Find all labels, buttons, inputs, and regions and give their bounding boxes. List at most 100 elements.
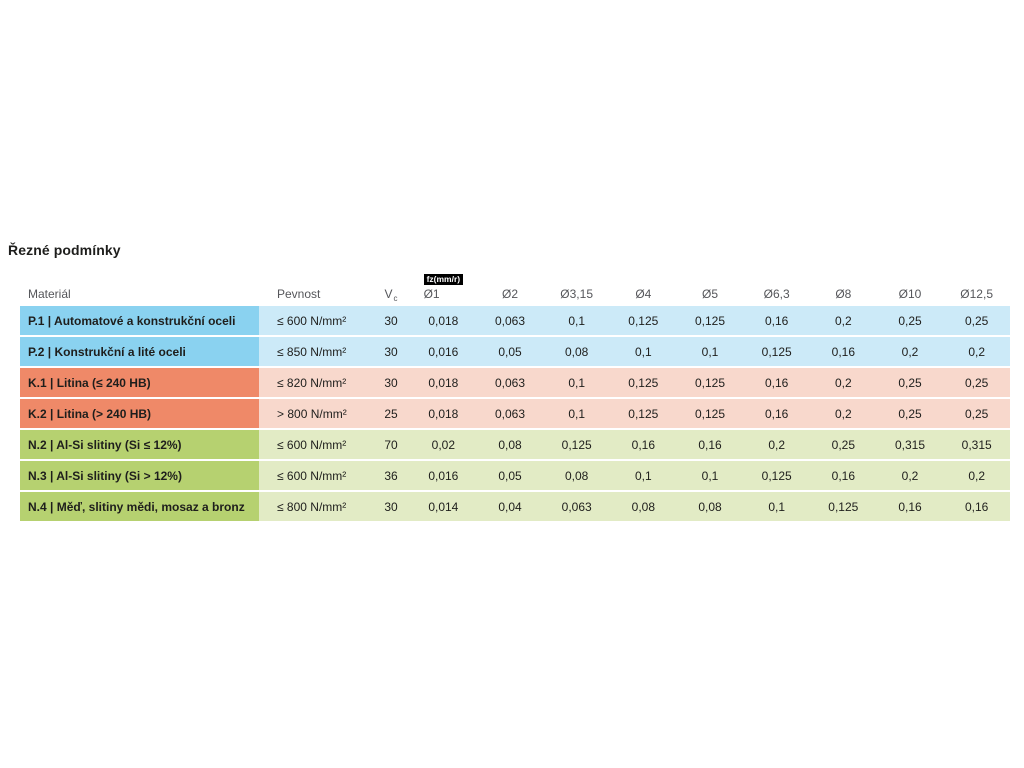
feed-value-cell: 0,16 (831, 468, 855, 483)
column-header-strength: Pevnost (277, 287, 321, 301)
column-header-diameter: Ø4 (635, 287, 652, 301)
fz-unit-badge: fz(mm/r) (423, 273, 464, 285)
material-cell: N.4 | Měď, slitiny mědi, mosaz a bronz (20, 492, 259, 521)
vc-label: V (384, 287, 393, 301)
column-header-diameter: Ø12,5 (960, 287, 993, 301)
feed-value-cell: 0,125 (628, 313, 659, 328)
feed-value-cell: 0,25 (898, 313, 922, 328)
table-body: P.1 | Automatové a konstrukční oceli ≤ 6… (20, 306, 1010, 521)
strength-cell: ≤ 850 N/mm² (277, 344, 347, 359)
feed-value-cell: 0,25 (898, 375, 922, 390)
feed-value-cell: 0,125 (828, 499, 859, 514)
vc-subscript: c (393, 294, 398, 303)
table-row: P.2 | Konstrukční a lité oceli ≤ 850 N/m… (20, 337, 1010, 366)
vc-cell: 30 (384, 375, 398, 390)
feed-value-cell: 0,16 (898, 499, 922, 514)
feed-value-cell: 0,2 (834, 406, 852, 421)
material-cell: P.1 | Automatové a konstrukční oceli (20, 306, 259, 335)
feed-value-cell: 0,1 (634, 344, 652, 359)
column-header-diameter: Ø6,3 (763, 287, 790, 301)
feed-value-cell: 0,04 (498, 499, 522, 514)
column-header-diameter: fz(mm/r) Ø1 (410, 268, 477, 306)
table-row: N.3 | Al-Si slitiny (Si > 12%) ≤ 600 N/m… (20, 461, 1010, 490)
feed-value-cell: 0,1 (568, 313, 585, 328)
feed-value-cell: 0,05 (498, 468, 522, 483)
strength-cell: ≤ 800 N/mm² (277, 499, 347, 514)
vc-cell: 25 (384, 406, 398, 421)
feed-value-cell: 0,018 (428, 313, 459, 328)
feed-value-cell: 0,125 (694, 313, 725, 328)
feed-value-cell: 0,014 (428, 499, 459, 514)
feed-value-cell: 0,16 (831, 344, 855, 359)
feed-value-cell: 0,315 (961, 437, 992, 452)
strength-cell: ≤ 600 N/mm² (277, 468, 347, 483)
strength-cell: ≤ 820 N/mm² (277, 375, 347, 390)
feed-value-cell: 0,1 (568, 406, 585, 421)
feed-value-cell: 0,16 (764, 375, 789, 390)
strength-cell: ≤ 600 N/mm² (277, 437, 347, 452)
feed-value-cell: 0,2 (901, 344, 919, 359)
feed-value-cell: 0,08 (564, 468, 589, 483)
feed-value-cell: 0,08 (631, 499, 655, 514)
vc-cell: 30 (384, 499, 398, 514)
table-row: N.2 | Al-Si slitiny (Si ≤ 12%) ≤ 600 N/m… (20, 430, 1010, 459)
feed-value-cell: 0,1 (768, 499, 785, 514)
material-cell: P.2 | Konstrukční a lité oceli (20, 337, 259, 366)
feed-value-cell: 0,05 (498, 344, 522, 359)
column-header-diameter: Ø3,15 (560, 287, 593, 301)
feed-value-cell: 0,25 (964, 313, 989, 328)
table-row: K.2 | Litina (> 240 HB) > 800 N/mm² 25 0… (20, 399, 1010, 428)
feed-value-cell: 0,2 (968, 468, 985, 483)
material-cell: K.1 | Litina (≤ 240 HB) (20, 368, 259, 397)
feed-value-cell: 0,25 (831, 437, 855, 452)
diameter-label: Ø1 (423, 287, 440, 301)
column-header-diameter: Ø5 (701, 287, 718, 301)
feed-value-cell: 0,125 (628, 406, 659, 421)
feed-value-cell: 0,063 (494, 313, 525, 328)
feed-value-cell: 0,08 (698, 499, 722, 514)
feed-value-cell: 0,125 (761, 468, 792, 483)
feed-value-cell: 0,125 (561, 437, 592, 452)
feed-value-cell: 0,125 (694, 375, 725, 390)
table-row: N.4 | Měď, slitiny mědi, mosaz a bronz ≤… (20, 492, 1010, 521)
feed-value-cell: 0,25 (964, 406, 989, 421)
feed-value-cell: 0,315 (894, 437, 925, 452)
feed-value-cell: 0,1 (701, 344, 719, 359)
feed-value-cell: 0,2 (834, 375, 852, 390)
feed-value-cell: 0,063 (494, 375, 525, 390)
feed-value-cell: 0,063 (561, 499, 592, 514)
feed-value-cell: 0,25 (898, 406, 922, 421)
feed-value-cell: 0,125 (694, 406, 725, 421)
feed-value-cell: 0,16 (764, 313, 789, 328)
feed-value-cell: 0,16 (764, 406, 789, 421)
feed-value-cell: 0,2 (901, 468, 919, 483)
feed-value-cell: 0,125 (761, 344, 792, 359)
column-header-material: Materiál (28, 287, 71, 301)
feed-value-cell: 0,16 (964, 499, 989, 514)
feed-value-cell: 0,02 (431, 437, 455, 452)
feed-value-cell: 0,063 (494, 406, 525, 421)
column-header-diameter: Ø10 (898, 287, 922, 301)
table-row: K.1 | Litina (≤ 240 HB) ≤ 820 N/mm² 30 0… (20, 368, 1010, 397)
feed-value-cell: 0,2 (834, 313, 852, 328)
column-header-diameter: Ø2 (501, 287, 518, 301)
vc-cell: 70 (384, 437, 398, 452)
vc-cell: 30 (384, 344, 398, 359)
feed-value-cell: 0,2 (768, 437, 785, 452)
feed-value-cell: 0,1 (568, 375, 585, 390)
vc-cell: 30 (384, 313, 398, 328)
feed-value-cell: 0,08 (564, 344, 589, 359)
material-cell: K.2 | Litina (> 240 HB) (20, 399, 259, 428)
strength-cell: > 800 N/mm² (277, 406, 347, 421)
material-cell: N.3 | Al-Si slitiny (Si > 12%) (20, 461, 259, 490)
feed-value-cell: 0,16 (698, 437, 722, 452)
feed-value-cell: 0,1 (701, 468, 719, 483)
page-title: Řezné podmínky (8, 242, 121, 258)
feed-value-cell: 0,16 (631, 437, 655, 452)
feed-value-cell: 0,018 (428, 375, 459, 390)
feed-value-cell: 0,2 (968, 344, 985, 359)
